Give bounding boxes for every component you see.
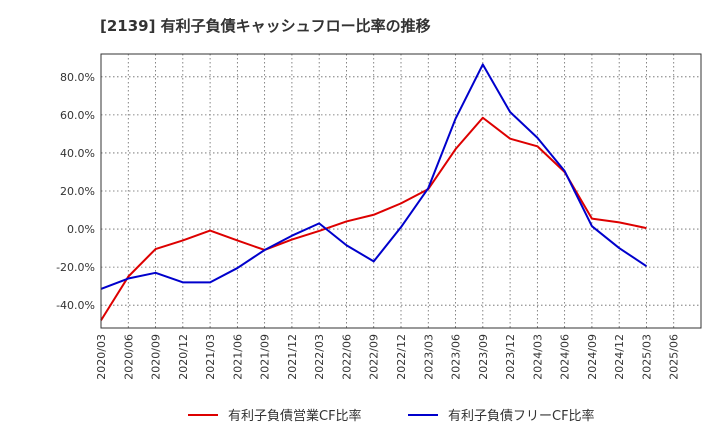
- y-tick-label: 20.0%: [60, 185, 95, 198]
- x-tick-label: 2021/12: [286, 334, 299, 380]
- y-axis-ticks: -40.0% -20.0% 0.0% 20.0% 40.0% 60.0% 80.0%: [56, 71, 95, 312]
- series-2: [100, 63, 648, 290]
- y-tick-label: 40.0%: [60, 147, 95, 160]
- y-tick-label: 60.0%: [60, 109, 95, 122]
- y-tick-label: 0.0%: [67, 223, 95, 236]
- legend-label-2: 有利子負債フリーCF比率: [448, 408, 595, 424]
- grid: [101, 54, 701, 328]
- x-tick-label: 2023/09: [477, 334, 490, 380]
- x-tick-label: 2021/03: [204, 334, 217, 380]
- legend: 有利子負債営業CF比率 有利子負債フリーCF比率: [188, 408, 595, 424]
- x-tick-label: 2024/12: [613, 334, 626, 380]
- y-tick-label: -40.0%: [56, 299, 95, 312]
- x-tick-label: 2022/03: [313, 334, 326, 380]
- x-tick-label: 2025/03: [640, 334, 653, 380]
- plot-area-frame: [100, 53, 702, 329]
- x-tick-label: 2025/06: [668, 334, 681, 380]
- x-tick-label: 2022/09: [368, 334, 381, 380]
- x-tick-label: 2022/06: [340, 334, 353, 380]
- x-tick-label: 2023/12: [504, 334, 517, 380]
- x-tick-label: 2020/12: [177, 334, 190, 380]
- x-tick-label: 2021/06: [231, 334, 244, 380]
- x-tick-label: 2024/09: [586, 334, 599, 380]
- legend-label-1: 有利子負債営業CF比率: [228, 408, 362, 424]
- x-axis-ticks: 2020/03 2020/06 2020/09 2020/12 2021/03 2021/…: [95, 334, 681, 380]
- x-tick-label: 2020/06: [122, 334, 135, 380]
- x-tick-label: 2024/03: [531, 334, 544, 380]
- x-tick-label: 2023/06: [450, 334, 463, 380]
- chart-title: [2139] 有利子負債キャッシュフロー比率の推移: [100, 17, 431, 35]
- x-tick-label: 2024/06: [559, 334, 572, 380]
- x-tick-label: 2023/03: [422, 334, 435, 380]
- x-tick-label: 2020/03: [95, 334, 108, 380]
- y-tick-label: -20.0%: [56, 261, 95, 274]
- x-tick-label: 2021/09: [259, 334, 272, 380]
- x-tick-label: 2020/09: [150, 334, 163, 380]
- x-tick-label: 2022/12: [395, 334, 408, 380]
- y-tick-label: 80.0%: [60, 71, 95, 84]
